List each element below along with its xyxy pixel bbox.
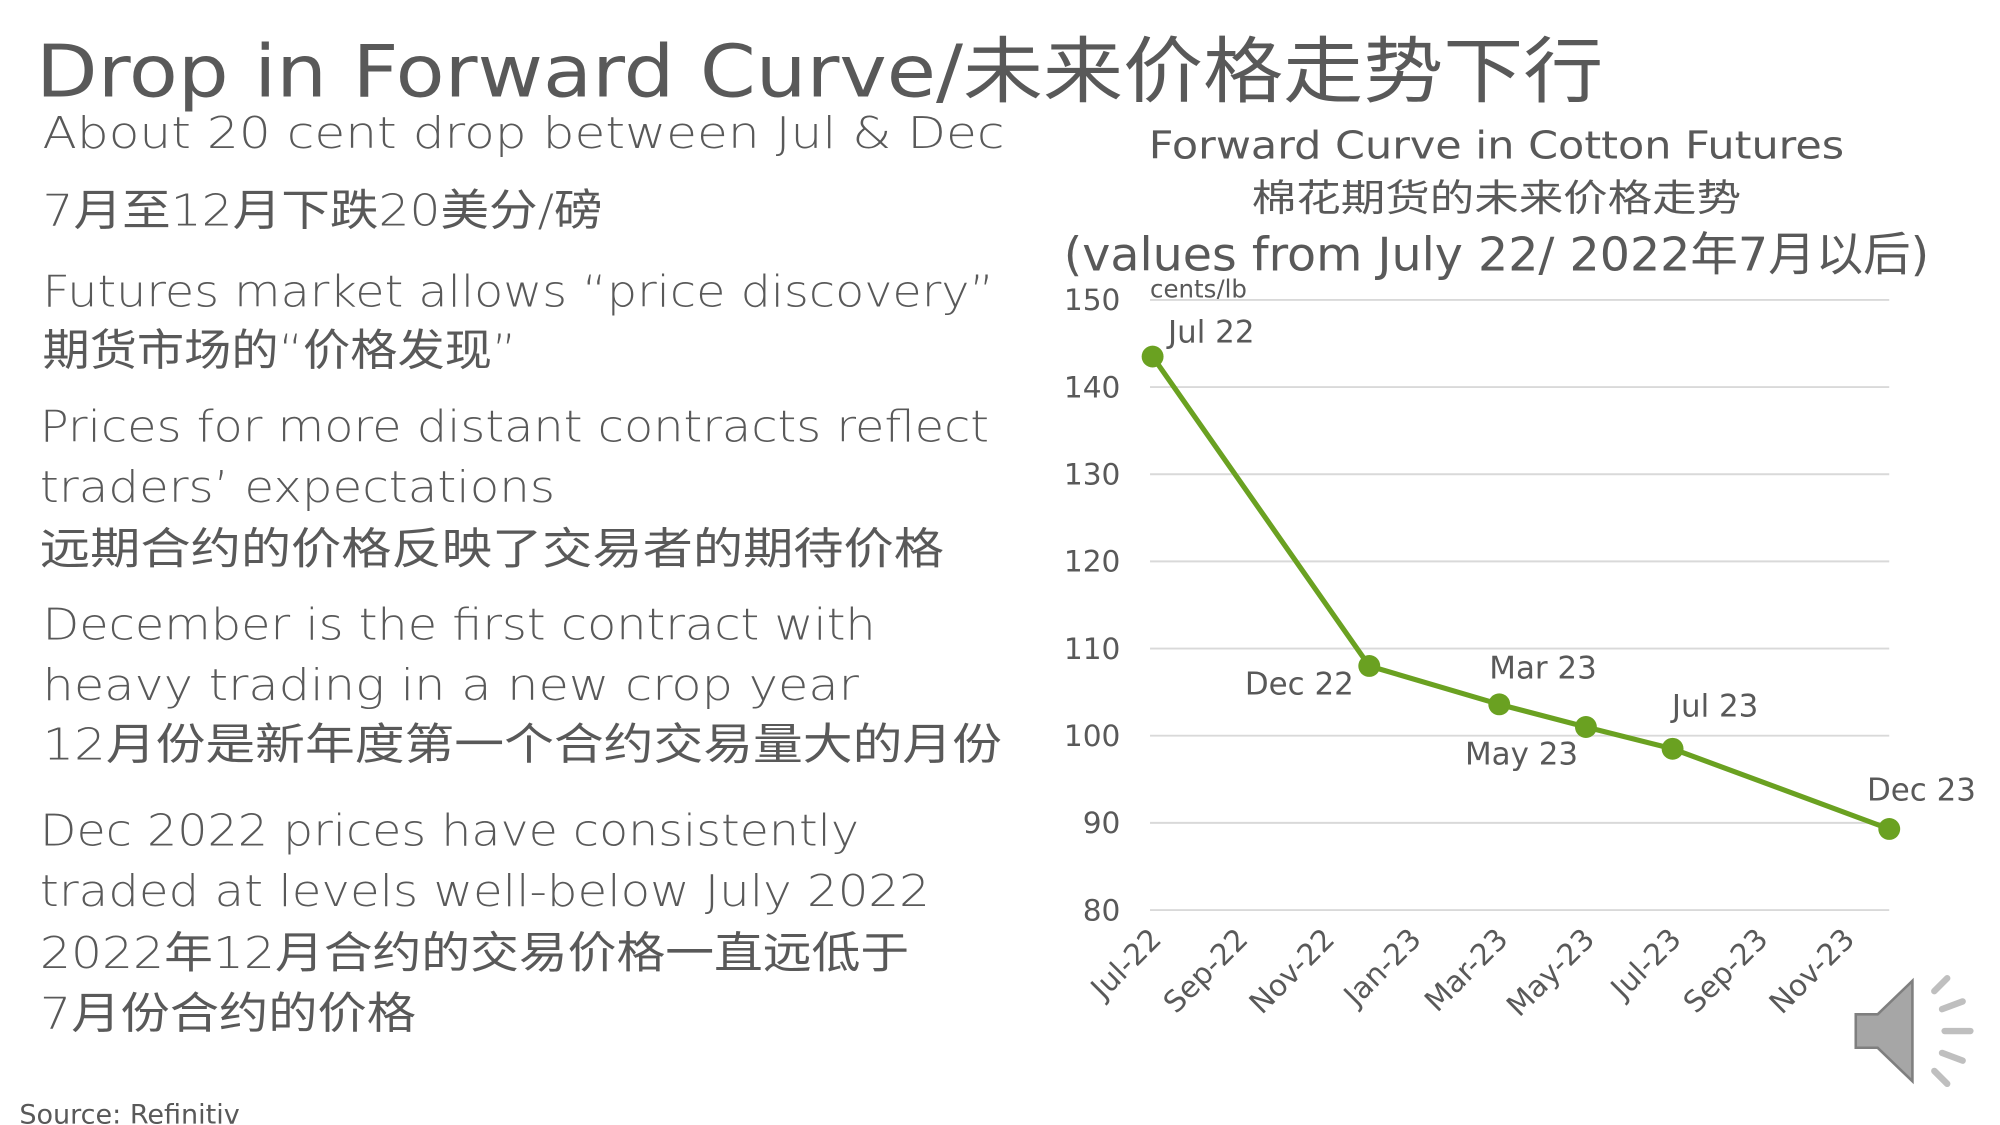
speaker-waves bbox=[1931, 975, 1974, 1088]
x-tick-label: May-23 bbox=[1500, 922, 1601, 1023]
point-label: Jul 22 bbox=[1166, 314, 1254, 350]
data-point bbox=[1661, 737, 1684, 760]
point-label: Jul 23 bbox=[1670, 689, 1758, 725]
y-tick-label: 110 bbox=[1064, 632, 1121, 666]
point-label: Dec 23 bbox=[1867, 773, 1976, 809]
body-text: traded at levels well-below July 2022 bbox=[40, 866, 930, 917]
y-tick-label: 140 bbox=[1064, 370, 1121, 404]
data-point bbox=[1141, 345, 1164, 368]
x-tick-label: Sep-22 bbox=[1157, 922, 1255, 1020]
chart-subtitle: 棉花期货的未来价格走势 bbox=[1252, 176, 1741, 220]
x-tick-label: Jul-22 bbox=[1083, 922, 1168, 1007]
y-tick-label: 130 bbox=[1064, 458, 1121, 492]
data-line bbox=[1150, 355, 1891, 832]
speaker-icon[interactable] bbox=[1854, 975, 1974, 1088]
y-tick-label: 120 bbox=[1064, 545, 1121, 579]
body-text: 远期合约的价格反映了交易者的期待价格 bbox=[40, 524, 944, 575]
body-text: 期货市场的“价格发现” bbox=[42, 326, 516, 377]
x-tick-label: Nov-23 bbox=[1763, 922, 1862, 1021]
x-tick-label: Sep-23 bbox=[1677, 922, 1775, 1020]
body-text: traders’ expectations bbox=[40, 462, 555, 513]
point-label: Dec 22 bbox=[1245, 666, 1354, 702]
chart-note: (values from July 22/ 2022年7月以后) bbox=[1064, 227, 1929, 281]
y-axis-label: cents/lb bbox=[1150, 274, 1247, 303]
y-tick-label: 100 bbox=[1064, 719, 1121, 753]
data-point bbox=[1878, 818, 1901, 840]
y-tick-label: 90 bbox=[1083, 806, 1121, 840]
body-text: Futures market allows “price discovery” bbox=[42, 266, 994, 317]
y-tick-label: 80 bbox=[1083, 893, 1121, 927]
slide-title: Drop in Forward Curve/未来价格走势下行 bbox=[36, 31, 1603, 115]
body-text: 2022年12月合约的交易价格一直远低于 bbox=[40, 928, 909, 979]
body-text: Prices for more distant contracts reflec… bbox=[40, 402, 989, 453]
x-tick-label: Nov-22 bbox=[1243, 922, 1342, 1021]
point-label: Mar 23 bbox=[1489, 651, 1596, 687]
x-tick-label: Jan-23 bbox=[1336, 922, 1428, 1014]
body-text: 7月至12月下跌20美分/磅 bbox=[42, 185, 602, 236]
body-text: 7月份合约的价格 bbox=[40, 988, 416, 1039]
data-point bbox=[1574, 716, 1597, 738]
body-text: heavy trading in a new crop year bbox=[42, 660, 858, 711]
y-tick-label: 150 bbox=[1064, 283, 1121, 317]
body-text: December is the first contract with bbox=[42, 600, 875, 651]
source-note: Source: Refinitiv bbox=[19, 1100, 239, 1125]
x-tick-label: Jul-23 bbox=[1603, 922, 1688, 1007]
chart-title: Forward Curve in Cotton Futures bbox=[1149, 123, 1844, 168]
body-text: 12月份是新年度第一个合约交易量大的月份 bbox=[42, 719, 1001, 770]
body-text: Dec 2022 prices have consistently bbox=[40, 806, 859, 857]
body-text: About 20 cent drop between Jul & Dec bbox=[42, 108, 1004, 159]
data-point bbox=[1488, 693, 1511, 716]
speaker-body bbox=[1854, 977, 1914, 1085]
point-label: May 23 bbox=[1465, 736, 1578, 772]
data-point bbox=[1358, 655, 1381, 677]
x-tick-label: Mar-23 bbox=[1418, 922, 1514, 1018]
